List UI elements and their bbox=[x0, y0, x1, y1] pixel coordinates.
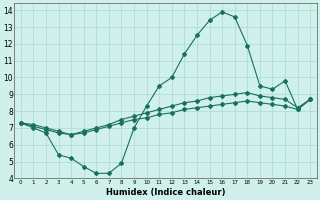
X-axis label: Humidex (Indice chaleur): Humidex (Indice chaleur) bbox=[106, 188, 225, 197]
